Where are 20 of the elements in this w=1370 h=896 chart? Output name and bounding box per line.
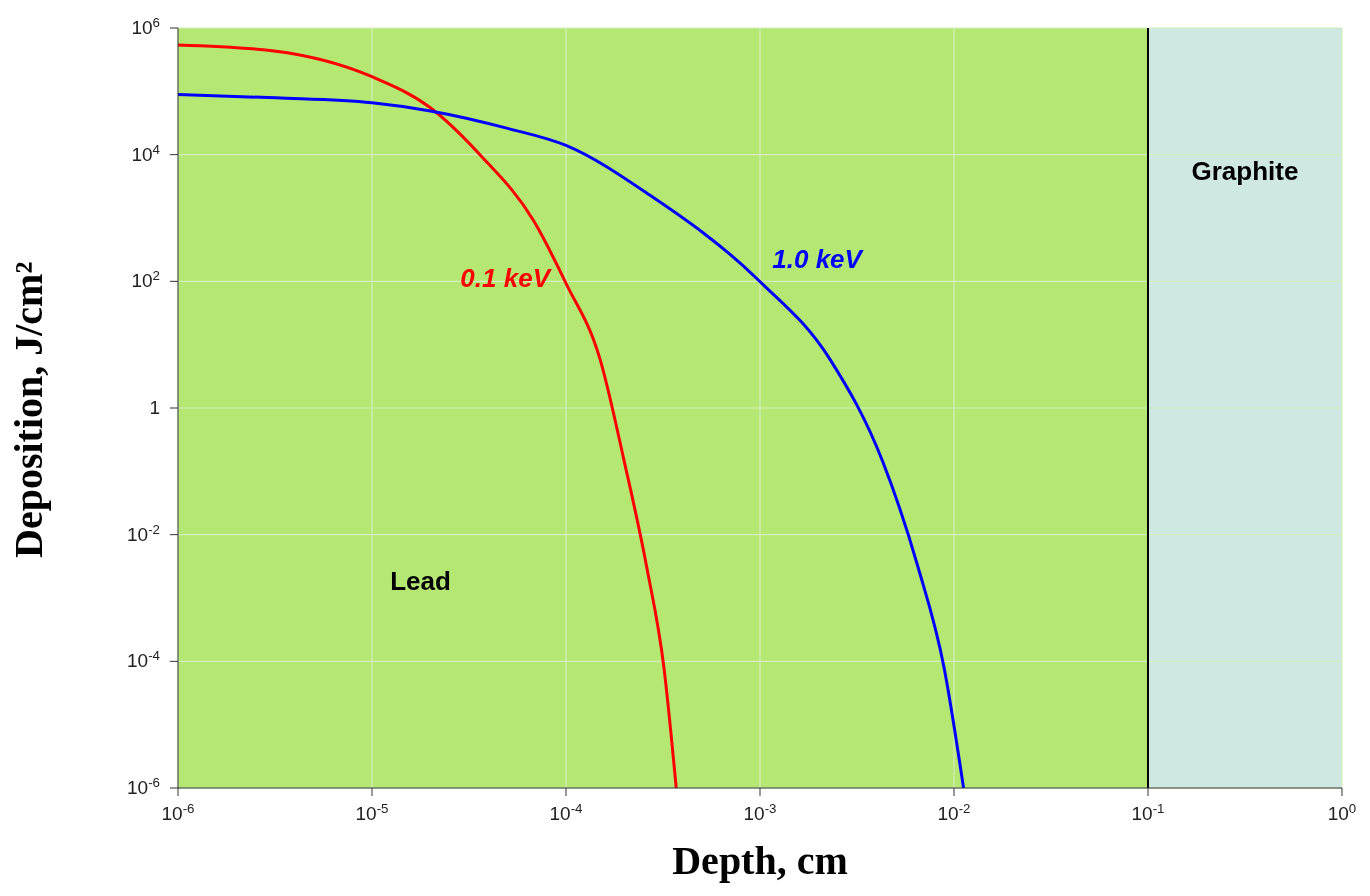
y-tick-label: 10$^{-2}$ bbox=[127, 521, 160, 545]
band-label: Lead bbox=[390, 566, 451, 597]
y-tick-label: 1 bbox=[149, 397, 160, 418]
x-tick-label: 10$^{-3}$ bbox=[743, 800, 777, 824]
y-tick-label: 10$^{4}$ bbox=[131, 141, 160, 165]
x-tick-label: 10$^{-4}$ bbox=[549, 800, 583, 824]
x-axis-title: Depth, cm bbox=[672, 838, 848, 883]
x-tick-label: 10$^{0}$ bbox=[1327, 800, 1357, 824]
x-tick-label: 10$^{-6}$ bbox=[161, 800, 195, 824]
y-tick-label: 10$^{-4}$ bbox=[127, 647, 160, 672]
x-tick-label: 10$^{-1}$ bbox=[1131, 800, 1165, 824]
x-tick-label: 10$^{-2}$ bbox=[937, 800, 971, 824]
series-label: 0.1 keV bbox=[460, 263, 553, 294]
y-tick-label: 10$^{2}$ bbox=[131, 267, 160, 292]
y-tick-label: 10$^{6}$ bbox=[131, 14, 160, 38]
y-axis-title: Deposition, J/cm² bbox=[6, 261, 52, 558]
band-label: Graphite bbox=[1191, 156, 1299, 186]
y-tick-label: 10$^{-6}$ bbox=[127, 774, 160, 798]
series-label: 1.0 keV bbox=[772, 243, 865, 274]
x-tick-label: 10$^{-5}$ bbox=[355, 800, 389, 824]
